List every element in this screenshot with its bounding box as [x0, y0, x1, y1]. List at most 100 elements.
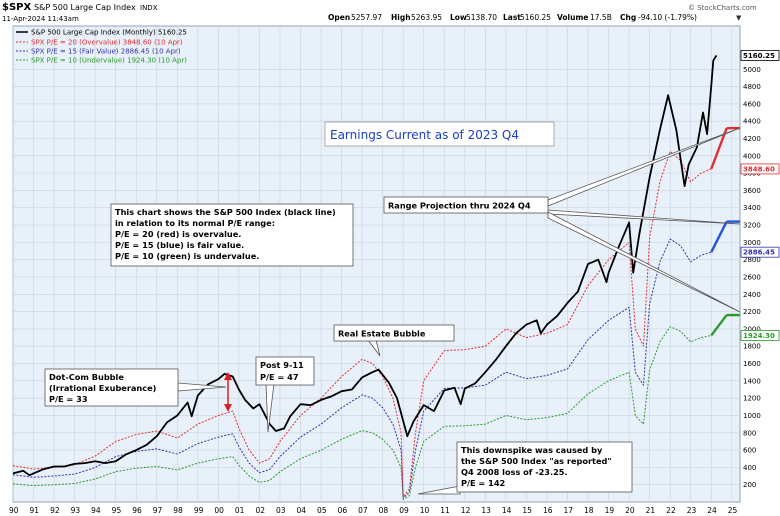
post911-annotation: Post 9-11 P/E = 47 — [255, 356, 315, 433]
y-tick-label: 2200 — [743, 308, 761, 316]
x-tick-label: 91 — [30, 506, 40, 515]
value-tag-box — [740, 50, 780, 61]
x-tick-label: 95 — [112, 506, 122, 515]
x-tick-label: 19 — [605, 506, 615, 515]
value-tag-label: 3848.60 — [743, 165, 775, 173]
last-label: Last — [503, 13, 521, 22]
value-tag-box — [740, 330, 780, 341]
legend-item-pe10: SPX P/E = 10 (Undervalue) 1924.30 (10 Ap… — [31, 57, 187, 65]
y-tick-label: 2000 — [743, 325, 761, 333]
dotcom-line-3: P/E = 33 — [49, 394, 88, 404]
earnings-text: Earnings Current as of 2023 Q4 — [330, 128, 519, 142]
y-tick-label: 3600 — [743, 187, 761, 195]
high-value: 5263.95 — [411, 13, 442, 22]
x-tick-label: 21 — [646, 506, 656, 515]
legend: S&P 500 Large Cap Index (Monthly) 5160.2… — [16, 29, 187, 65]
projection-rise-0 — [710, 127, 728, 170]
earnings-annotation: Earnings Current as of 2023 Q4 — [324, 121, 555, 147]
dotcom-box — [44, 368, 179, 407]
x-tick-label: 99 — [194, 506, 204, 515]
y-tick-label: 400 — [743, 464, 756, 472]
range-projection-text: Range Projection thru 2024 Q4 — [388, 201, 531, 211]
y-tick-label: 3200 — [743, 222, 761, 230]
x-tick-label: 04 — [297, 506, 307, 515]
downspike-line-3: Q4 2008 loss of -23.25. — [461, 467, 568, 477]
series-line-0 — [12, 54, 718, 477]
open-value: 5257.97 — [351, 13, 382, 22]
y-tick-label: 4400 — [743, 118, 761, 126]
pe-gap-arrow-head-up — [224, 372, 232, 380]
x-tick-label: 05 — [317, 506, 327, 515]
x-tick-label: 14 — [502, 506, 512, 515]
y-tick-label: 1600 — [743, 360, 761, 368]
x-tick-label: 02 — [255, 506, 265, 515]
y-tick-label: 1400 — [743, 377, 761, 385]
volume-label: Volume — [557, 13, 588, 22]
x-tick-label: 10 — [420, 506, 430, 515]
real-estate-annotation: Real Estate Bubble — [333, 324, 455, 357]
downspike-line-4: P/E = 142 — [461, 478, 505, 488]
y-tick-label: 4200 — [743, 135, 761, 143]
downspike-box — [456, 441, 633, 493]
y-tick-label: 3400 — [743, 204, 761, 212]
post911-line-1: Post 9-11 — [260, 360, 304, 370]
dotcom-line-2: (Irrational Exuberance) — [49, 383, 157, 393]
real-estate-text: Real Estate Bubble — [338, 329, 426, 339]
x-tick-label: 11 — [440, 506, 450, 515]
x-tick-label: 24 — [707, 506, 717, 515]
y-tick-label: 1800 — [743, 343, 761, 351]
real-estate-box — [333, 324, 455, 342]
y-tick-label: 3000 — [743, 239, 761, 247]
x-tick-label: 97 — [153, 506, 163, 515]
x-tick-label: 06 — [338, 506, 348, 515]
downspike-line-2: the S&P 500 Index "as reported" — [461, 456, 612, 466]
x-tick-label: 17 — [563, 506, 573, 515]
projection-rise-1 — [710, 221, 728, 253]
low-label: Low — [450, 13, 467, 22]
legend-item-pe20: SPX P/E = 20 (Overvalue) 3848.60 (10 Apr… — [31, 39, 183, 47]
index-name: S&P 500 Large Cap Index — [34, 3, 136, 12]
projection-segments — [710, 126, 740, 337]
y-tick-label: 4000 — [743, 152, 761, 160]
x-tick-label: 94 — [91, 506, 101, 515]
x-tick-label: 93 — [71, 506, 81, 515]
dropdown-arrow-icon[interactable]: ▼ — [736, 14, 742, 22]
info-line-3: P/E = 20 (red) is overvalue. — [115, 229, 241, 239]
info-annotation: This chart shows the S&P 500 Index (blac… — [110, 203, 354, 267]
x-tick-label: 23 — [687, 506, 697, 515]
info-line-2: in relation to its normal P/E range: — [115, 218, 275, 228]
low-value: 5138.70 — [466, 13, 497, 22]
series-line-1 — [12, 151, 712, 498]
x-tick-label: 18 — [584, 506, 594, 515]
x-tick-label: 22 — [666, 506, 676, 515]
y-tick-label: 2600 — [743, 273, 761, 281]
chg-label: Chg — [620, 13, 636, 22]
value-tag-label: 1924.30 — [743, 332, 775, 340]
value-tag-box — [740, 163, 780, 175]
value-tags: 5160.25 3848.60 2886.45 1924.30 — [740, 50, 780, 341]
y-tick-label: 600 — [743, 447, 756, 455]
y-tick-label: 2800 — [743, 256, 761, 264]
quote-bar: Open 5257.97 High 5263.95 Low 5138.70 La… — [328, 13, 697, 22]
series-line-3 — [12, 326, 712, 500]
projection-rise-2 — [710, 314, 728, 337]
post911-box — [255, 356, 315, 386]
info-box — [110, 203, 354, 267]
value-tag-label: 2886.45 — [743, 249, 775, 257]
high-label: High — [391, 13, 411, 22]
series-line-2 — [12, 238, 712, 499]
volume-value: 17.5B — [590, 13, 612, 22]
x-tick-label: 13 — [481, 506, 491, 515]
dotcom-line-1: Dot-Com Bubble — [49, 372, 124, 382]
y-tick-label: 5000 — [743, 66, 761, 74]
x-tick-label: 00 — [214, 506, 224, 515]
pe-gap-arrow — [224, 372, 232, 412]
pointer-to-green — [547, 211, 741, 313]
info-line-4: P/E = 15 (blue) is fair value. — [115, 240, 244, 250]
x-tick-label: 03 — [276, 506, 286, 515]
pe-gap-arrow-head-down — [224, 404, 232, 412]
symbol-label: $SPX — [2, 2, 31, 13]
dotcom-annotation: Dot-Com Bubble (Irrational Exuberance) P… — [44, 368, 227, 407]
chg-value: -94.10 (-1.79%) — [638, 13, 697, 22]
y-tick-label: 4800 — [743, 83, 761, 91]
